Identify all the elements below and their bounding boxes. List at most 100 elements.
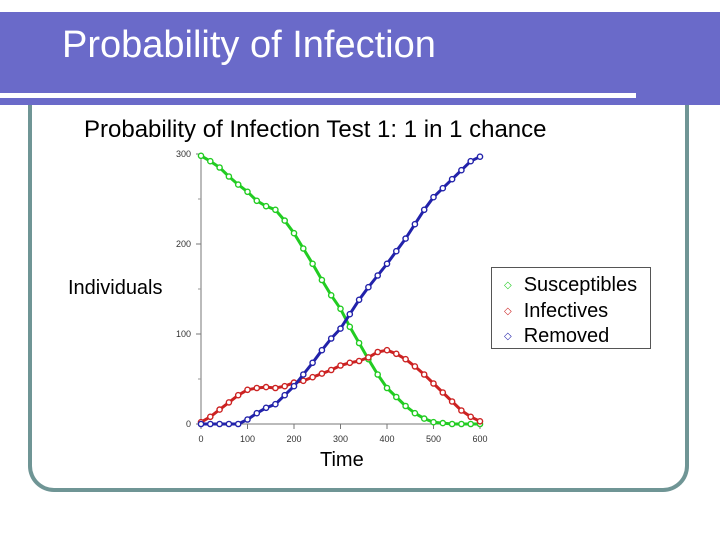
data-point-removed [318, 346, 326, 354]
data-point-removed [420, 206, 428, 214]
data-point-removed [476, 153, 484, 160]
legend: ◇ Susceptibles ◇ Infectives ◇ Removed [491, 267, 651, 349]
data-point-infectives [365, 354, 372, 361]
data-point-removed [374, 272, 382, 279]
data-point-infectives [411, 363, 419, 370]
data-point-removed [402, 235, 409, 242]
data-point-susceptibles [458, 420, 465, 428]
legend-item-removed: ◇ Removed [504, 325, 609, 348]
data-point-infectives [272, 384, 279, 392]
data-point-susceptibles [234, 181, 242, 188]
data-point-infectives [234, 391, 242, 399]
data-point-removed [337, 325, 344, 332]
data-point-infectives [206, 413, 214, 421]
data-point-infectives [392, 350, 400, 358]
x-tick-label: 500 [426, 434, 441, 444]
data-point-infectives [318, 370, 326, 377]
data-point-susceptibles [430, 418, 437, 426]
legend-marker-icon: ◇ [504, 280, 512, 292]
data-point-infectives [374, 348, 382, 356]
legend-label: Susceptibles [523, 274, 638, 296]
data-point-susceptibles [197, 152, 205, 160]
legend-label: Infectives [523, 300, 609, 322]
data-point-removed [411, 220, 419, 228]
data-point-removed [383, 260, 391, 268]
x-tick-label: 600 [472, 434, 487, 444]
data-point-removed [272, 400, 279, 408]
x-tick-label: 300 [333, 434, 348, 444]
data-point-removed [234, 420, 242, 428]
x-tick-label: 100 [240, 434, 255, 444]
data-point-infectives [420, 371, 428, 378]
data-point-susceptibles [337, 305, 344, 313]
data-point-susceptibles [262, 202, 270, 210]
slide-title: Probability of Infection [62, 24, 436, 66]
data-point-infectives [216, 406, 223, 413]
data-point-removed [225, 420, 233, 428]
x-tick-label: 400 [379, 434, 394, 444]
y-tick-label: 300 [176, 149, 191, 159]
data-point-infectives [355, 357, 363, 365]
data-point-removed [346, 310, 354, 318]
x-tick-label: 200 [286, 434, 301, 444]
data-point-infectives [244, 386, 251, 394]
data-point-infectives [253, 384, 261, 392]
data-point-susceptibles [299, 245, 307, 252]
data-point-removed [216, 420, 223, 428]
data-point-susceptibles [439, 419, 447, 427]
data-point-susceptibles [281, 217, 289, 224]
data-point-removed [467, 157, 475, 165]
data-point-susceptibles [309, 260, 316, 268]
header-rule [0, 93, 636, 98]
y-tick-label: 100 [176, 329, 191, 339]
data-point-removed [244, 416, 251, 423]
data-point-infectives [476, 417, 484, 425]
data-point-removed [281, 391, 289, 399]
y-axis-label: Individuals [68, 277, 163, 299]
series-line-susceptibles [200, 154, 480, 426]
data-point-infectives [309, 373, 316, 381]
data-point-infectives [327, 366, 335, 374]
series-line-removed [201, 155, 481, 426]
legend-marker-icon: ◇ [504, 306, 512, 318]
x-axis-label: Time [320, 449, 364, 471]
data-point-removed [392, 247, 400, 255]
data-point-removed [430, 193, 437, 201]
data-point-susceptibles [448, 420, 456, 428]
data-point-removed [309, 359, 316, 367]
data-point-susceptibles [467, 420, 475, 428]
data-point-infectives [439, 389, 447, 396]
data-point-removed [290, 382, 298, 390]
data-point-susceptibles [392, 393, 400, 401]
chart-title: Probability of Infection Test 1: 1 in 1 … [84, 116, 547, 143]
data-point-removed [355, 296, 363, 304]
data-point-removed [365, 283, 372, 291]
x-tick-label: 0 [198, 434, 203, 444]
data-point-removed [299, 371, 307, 378]
data-point-infectives [346, 359, 354, 367]
header-band [0, 12, 720, 105]
legend-item-susceptibles: ◇ Susceptibles [504, 274, 637, 297]
y-tick-label: 0 [186, 419, 191, 429]
data-point-susceptibles [290, 229, 298, 237]
data-point-infectives [337, 362, 344, 369]
data-point-susceptibles [383, 384, 391, 392]
data-point-removed [197, 420, 205, 428]
y-tick-label: 200 [176, 239, 191, 249]
data-point-removed [253, 409, 261, 417]
series-line-infectives [200, 348, 481, 424]
data-point-susceptibles [253, 197, 261, 205]
data-point-infectives [383, 346, 391, 354]
legend-label: Removed [523, 325, 610, 347]
data-point-infectives [299, 377, 307, 385]
data-point-infectives [281, 382, 289, 390]
data-point-susceptibles [244, 188, 251, 196]
data-point-infectives [467, 413, 475, 421]
data-point-removed [448, 175, 456, 183]
data-point-infectives [262, 383, 270, 391]
data-point-infectives [430, 380, 437, 387]
legend-item-infectives: ◇ Infectives [504, 300, 608, 323]
data-point-removed [458, 166, 465, 174]
data-point-infectives [402, 355, 409, 363]
